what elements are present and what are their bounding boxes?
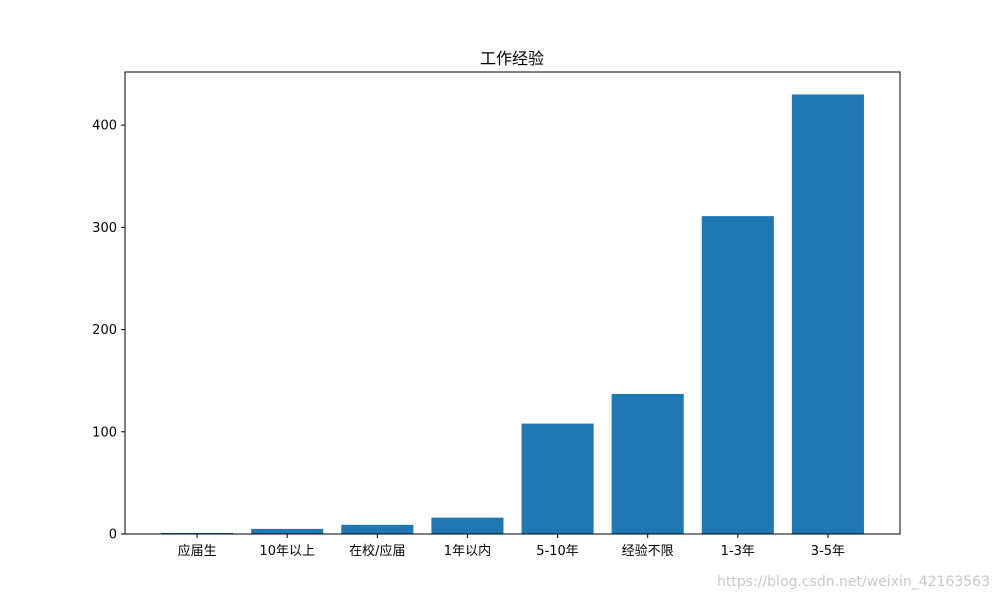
y-tick-label: 200 bbox=[92, 323, 117, 338]
x-tick-label: 1年以内 bbox=[444, 543, 491, 559]
y-axis-ticks: 0 100 200 300 400 bbox=[92, 119, 125, 543]
chart-title: 工作经验 bbox=[480, 49, 544, 68]
y-tick-label: 100 bbox=[92, 425, 117, 440]
x-tick-label: 5-10年 bbox=[536, 544, 579, 559]
x-tick-label: 应届生 bbox=[178, 543, 217, 559]
x-axis-ticks: 应届生 10年以上 在校/应届 1年以内 5-10年 经验不限 1-3年 3-5年 bbox=[178, 534, 845, 559]
watermark-text: https://blog.csdn.net/weixin_42163563 bbox=[716, 574, 990, 590]
bar-1 bbox=[251, 528, 324, 534]
x-tick-label: 10年以上 bbox=[259, 544, 315, 559]
y-tick-label: 400 bbox=[92, 119, 117, 134]
bar-2 bbox=[341, 524, 414, 534]
x-tick-label: 3-5年 bbox=[811, 544, 845, 559]
bar-3 bbox=[431, 517, 504, 534]
bars-group bbox=[161, 94, 864, 534]
y-tick-label: 0 bbox=[109, 528, 117, 543]
bar-7 bbox=[791, 94, 864, 534]
x-tick-label: 在校/应届 bbox=[349, 543, 405, 559]
bar-6 bbox=[701, 216, 774, 534]
bar-0 bbox=[161, 532, 234, 534]
plot-frame bbox=[124, 71, 901, 535]
x-tick-label: 经验不限 bbox=[622, 543, 674, 559]
bar-5 bbox=[611, 393, 684, 534]
y-tick-label: 300 bbox=[92, 221, 117, 236]
bar-4 bbox=[521, 423, 594, 534]
x-tick-label: 1-3年 bbox=[721, 544, 755, 559]
